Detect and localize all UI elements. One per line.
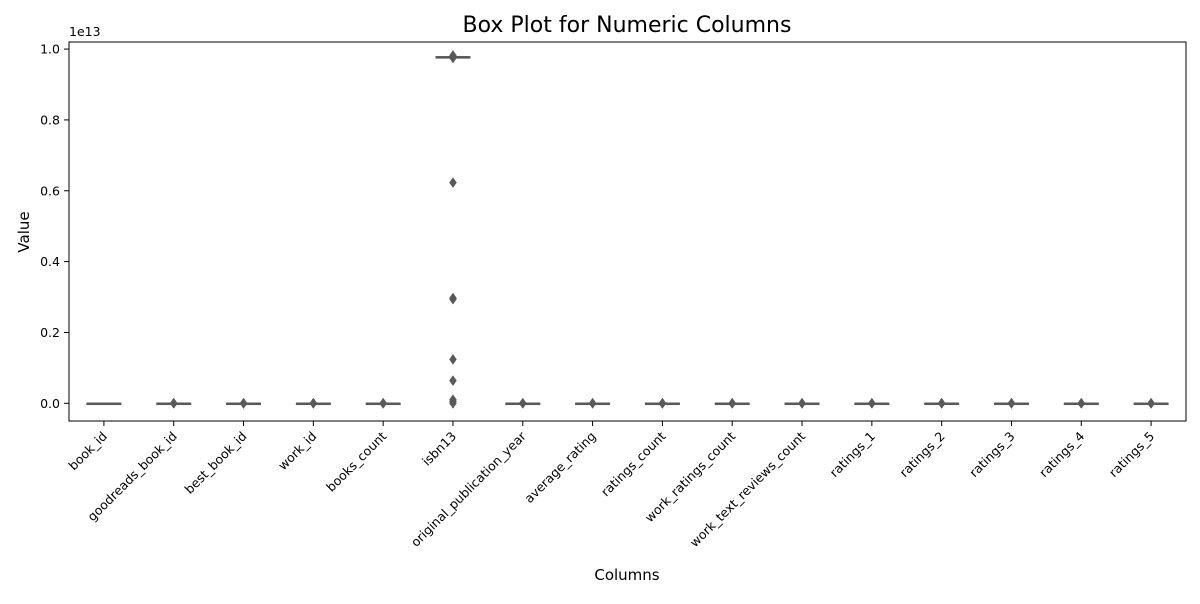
x-tick-label: ratings_4 <box>1036 428 1087 479</box>
box-work_text_reviews_count <box>784 397 820 409</box>
y-tick-label: 0.0 <box>40 396 60 411</box>
x-tick-label: book_id <box>65 429 110 474</box>
box-ratings_3 <box>993 397 1029 409</box>
y-tick-label: 0.6 <box>40 183 60 198</box>
box-ratings_4 <box>1063 397 1099 409</box>
x-tick-label: books_count <box>323 428 389 494</box>
outlier-point <box>449 397 457 409</box>
outlier-point <box>1007 397 1016 409</box>
outlier-point <box>379 397 387 409</box>
axes-frame <box>68 41 1187 422</box>
box-work_ratings_count <box>714 397 750 409</box>
x-tick-label: best_book_id <box>181 429 249 497</box>
box-book_id <box>86 402 122 406</box>
box-ratings_count <box>644 397 680 409</box>
chart-title: Box Plot for Numeric Columns <box>463 13 792 38</box>
box-best_book_id <box>226 397 262 409</box>
outlier-point <box>868 397 876 409</box>
box-ratings_1 <box>854 397 890 409</box>
x-tick-label: ratings_2 <box>896 429 947 480</box>
y-axis-ticks: 0.0 0.2 0.4 0.6 0.8 1.0 <box>40 42 69 411</box>
x-tick-label: ratings_3 <box>966 429 1017 480</box>
outlier-point <box>449 375 457 387</box>
y-axis-label: Value <box>15 211 33 252</box>
box-isbn13 <box>435 50 471 409</box>
outlier-point <box>449 353 457 365</box>
y-tick-label: 1.0 <box>40 42 60 57</box>
outlier-point <box>658 397 667 409</box>
outlier-point <box>1077 397 1086 409</box>
outlier-point <box>449 50 457 61</box>
box-ratings_2 <box>924 397 960 409</box>
outlier-point <box>449 177 457 189</box>
x-tick-label: work_id <box>275 429 319 473</box>
x-tick-label: work_text_reviews_count <box>687 428 809 550</box>
box-work_id <box>295 397 331 409</box>
box-books_count <box>365 397 401 409</box>
x-axis-label: Columns <box>594 566 659 584</box>
outlier-point <box>588 397 597 409</box>
outlier-point <box>449 293 457 305</box>
x-tick-label: average_rating <box>521 429 598 506</box>
outlier-point <box>937 397 946 409</box>
y-tick-label: 0.2 <box>40 325 60 340</box>
y-axis-scale-label: 1e13 <box>69 24 101 39</box>
outlier-point <box>518 397 527 409</box>
x-tick-label: ratings_1 <box>827 429 878 480</box>
x-tick-label: isbn13 <box>419 429 459 469</box>
outlier-point <box>239 397 248 409</box>
x-tick-label: ratings_count <box>598 428 669 499</box>
outlier-point <box>1147 397 1155 409</box>
box-ratings_5 <box>1133 397 1169 409</box>
outlier-point <box>798 397 806 409</box>
outlier-point <box>169 397 178 409</box>
outlier-point <box>728 397 737 409</box>
outlier-point <box>309 397 318 409</box>
box-average_rating <box>575 397 611 409</box>
x-tick-label: original_publication_year <box>408 428 530 550</box>
y-tick-label: 0.4 <box>40 254 60 269</box>
x-tick-label: ratings_5 <box>1106 429 1157 480</box>
y-tick-label: 0.8 <box>40 112 60 127</box>
plot-area <box>86 50 1169 409</box>
box-original_publication_year <box>505 397 541 409</box>
box-goodreads_book_id <box>156 397 192 409</box>
